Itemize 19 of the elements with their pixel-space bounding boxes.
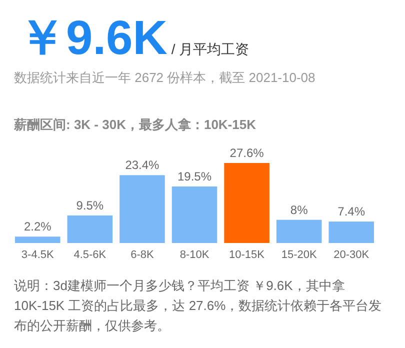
category: 15-20K xyxy=(281,249,317,261)
title: ￥9.6K xyxy=(18,12,168,65)
category: 20-30K xyxy=(334,249,370,261)
data-label: 7.4% xyxy=(338,204,366,219)
data-label: 8% xyxy=(290,202,308,217)
annotation: 说明：3d建模师一个月多少钱？平均工资 ￥9.6K，其中拿 10K-15K 工资的占比最多，达 27.6%，数据统计依赖于各平台发布的公开薪酬，仅供参考。 xyxy=(14,278,382,333)
category: 10-15K xyxy=(229,249,265,261)
category: 8-10K xyxy=(180,249,210,261)
data-label: 27.6% xyxy=(230,146,264,160)
data-label: 2.2% xyxy=(24,220,52,234)
subtitle: / 月平均工资 xyxy=(171,41,250,57)
annotation: 薪酬区间: 3K - 30K，最多人拿：10K-15K xyxy=(14,117,256,132)
category: 3-4.5K xyxy=(21,249,54,261)
data-label: 23.4% xyxy=(125,158,160,172)
annotation: 数据统计来自近一年 2672 份样本，截至 2021-10-08 xyxy=(14,70,316,85)
category: 6-8K xyxy=(130,249,154,261)
category: 4.5-6K xyxy=(74,249,106,261)
data-label: 19.5% xyxy=(177,169,212,184)
data-label: 9.5% xyxy=(76,198,104,212)
